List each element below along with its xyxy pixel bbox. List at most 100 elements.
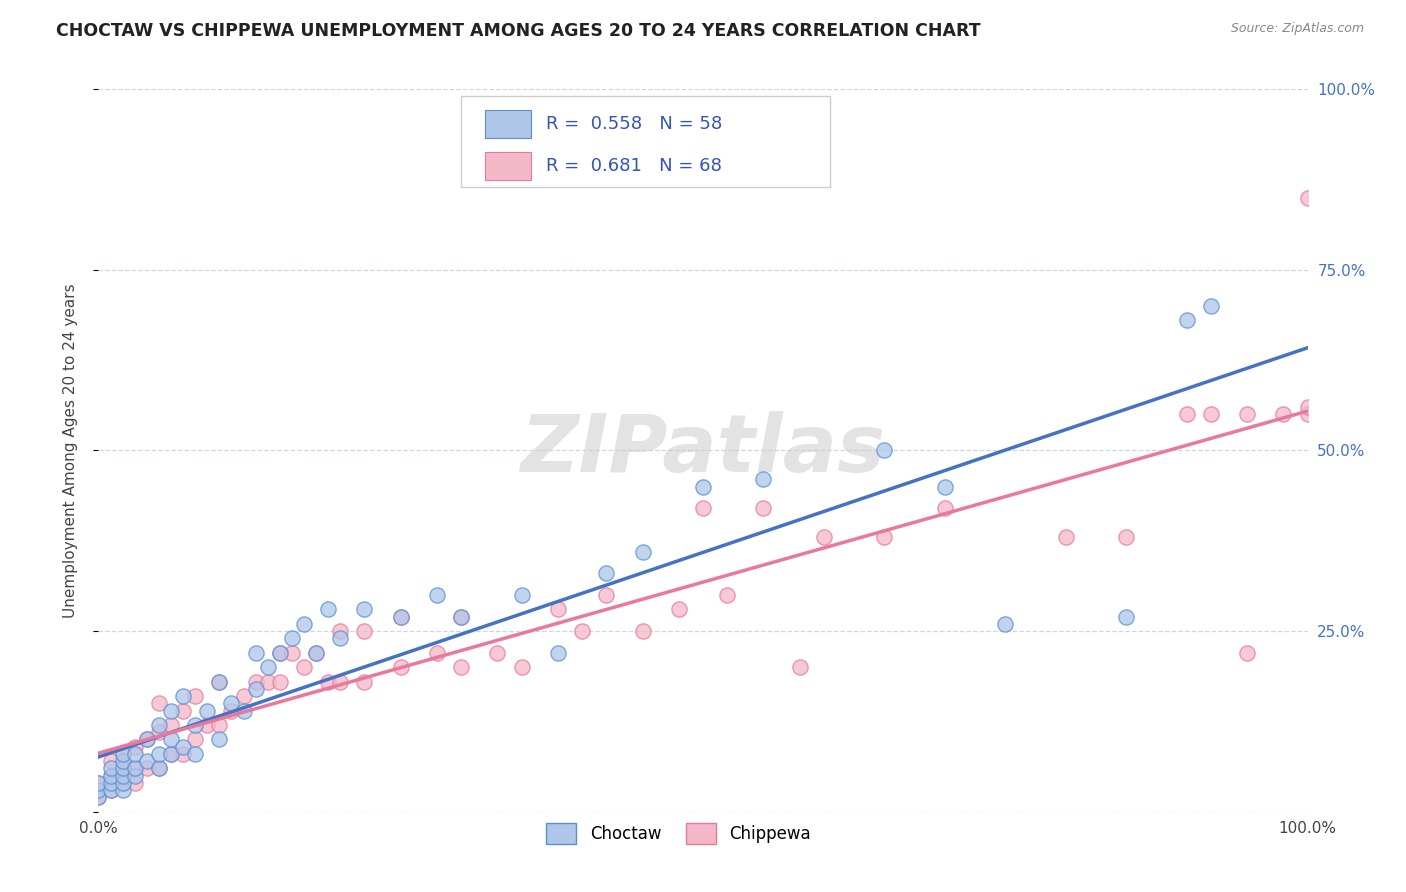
- Point: [450, 609, 472, 624]
- Point: [160, 732, 183, 747]
- Point: [208, 674, 231, 689]
- Point: [353, 602, 375, 616]
- Point: [934, 501, 956, 516]
- Point: [281, 632, 304, 646]
- Legend: Choctaw, Chippewa: Choctaw, Chippewa: [540, 817, 818, 850]
- Point: [111, 776, 134, 790]
- Point: [389, 660, 412, 674]
- Point: [595, 588, 617, 602]
- Point: [148, 725, 170, 739]
- Point: [100, 769, 122, 783]
- Point: [208, 674, 231, 689]
- Point: [1296, 191, 1319, 205]
- Point: [184, 732, 207, 747]
- Point: [256, 674, 278, 689]
- Point: [245, 674, 267, 689]
- Text: R =  0.558   N = 58: R = 0.558 N = 58: [546, 115, 723, 133]
- Point: [135, 732, 157, 747]
- Point: [450, 609, 472, 624]
- Point: [135, 761, 157, 775]
- Text: CHOCTAW VS CHIPPEWA UNEMPLOYMENT AMONG AGES 20 TO 24 YEARS CORRELATION CHART: CHOCTAW VS CHIPPEWA UNEMPLOYMENT AMONG A…: [56, 22, 981, 40]
- Point: [111, 747, 134, 761]
- Point: [221, 696, 243, 710]
- Point: [111, 783, 134, 797]
- Point: [305, 646, 328, 660]
- Point: [813, 530, 835, 544]
- FancyBboxPatch shape: [485, 152, 531, 179]
- Point: [221, 704, 243, 718]
- FancyBboxPatch shape: [485, 110, 531, 137]
- Point: [100, 754, 122, 768]
- Point: [692, 501, 714, 516]
- Point: [1236, 646, 1258, 660]
- Point: [389, 609, 412, 624]
- Point: [692, 480, 714, 494]
- Point: [111, 754, 134, 768]
- Point: [160, 718, 183, 732]
- Point: [389, 609, 412, 624]
- Point: [245, 646, 267, 660]
- Point: [426, 588, 449, 602]
- Text: Source: ZipAtlas.com: Source: ZipAtlas.com: [1230, 22, 1364, 36]
- Point: [269, 646, 291, 660]
- Point: [292, 616, 315, 631]
- Point: [111, 769, 134, 783]
- Point: [281, 646, 304, 660]
- Point: [1296, 407, 1319, 421]
- Point: [87, 776, 110, 790]
- Point: [111, 761, 134, 775]
- Point: [245, 681, 267, 696]
- Point: [87, 790, 110, 805]
- Point: [148, 718, 170, 732]
- Point: [631, 624, 654, 639]
- Point: [426, 646, 449, 660]
- Point: [160, 704, 183, 718]
- Point: [111, 776, 134, 790]
- Point: [752, 501, 775, 516]
- Point: [547, 602, 569, 616]
- Point: [1272, 407, 1295, 421]
- Point: [208, 732, 231, 747]
- Point: [135, 732, 157, 747]
- Point: [111, 747, 134, 761]
- Point: [510, 660, 533, 674]
- Point: [1199, 299, 1222, 313]
- Point: [172, 704, 194, 718]
- Point: [269, 674, 291, 689]
- Point: [100, 769, 122, 783]
- Point: [135, 754, 157, 768]
- Point: [184, 718, 207, 732]
- Point: [1115, 609, 1137, 624]
- Point: [148, 747, 170, 761]
- Point: [631, 544, 654, 558]
- Point: [195, 704, 218, 718]
- Point: [87, 790, 110, 805]
- Point: [124, 776, 146, 790]
- Point: [184, 689, 207, 703]
- Point: [1296, 400, 1319, 414]
- Point: [292, 660, 315, 674]
- Point: [172, 739, 194, 754]
- Point: [195, 718, 218, 732]
- Point: [668, 602, 690, 616]
- Point: [148, 761, 170, 775]
- Point: [486, 646, 509, 660]
- Point: [316, 674, 339, 689]
- Point: [353, 674, 375, 689]
- Point: [353, 624, 375, 639]
- Point: [184, 747, 207, 761]
- Y-axis label: Unemployment Among Ages 20 to 24 years: Unemployment Among Ages 20 to 24 years: [63, 283, 77, 618]
- Point: [450, 660, 472, 674]
- Point: [316, 602, 339, 616]
- Point: [208, 718, 231, 732]
- Point: [148, 696, 170, 710]
- Point: [100, 761, 122, 775]
- Point: [87, 776, 110, 790]
- Point: [1175, 313, 1198, 327]
- Point: [160, 747, 183, 761]
- Point: [752, 472, 775, 486]
- Point: [1115, 530, 1137, 544]
- Point: [1236, 407, 1258, 421]
- Text: ZIPatlas: ZIPatlas: [520, 411, 886, 490]
- Point: [172, 689, 194, 703]
